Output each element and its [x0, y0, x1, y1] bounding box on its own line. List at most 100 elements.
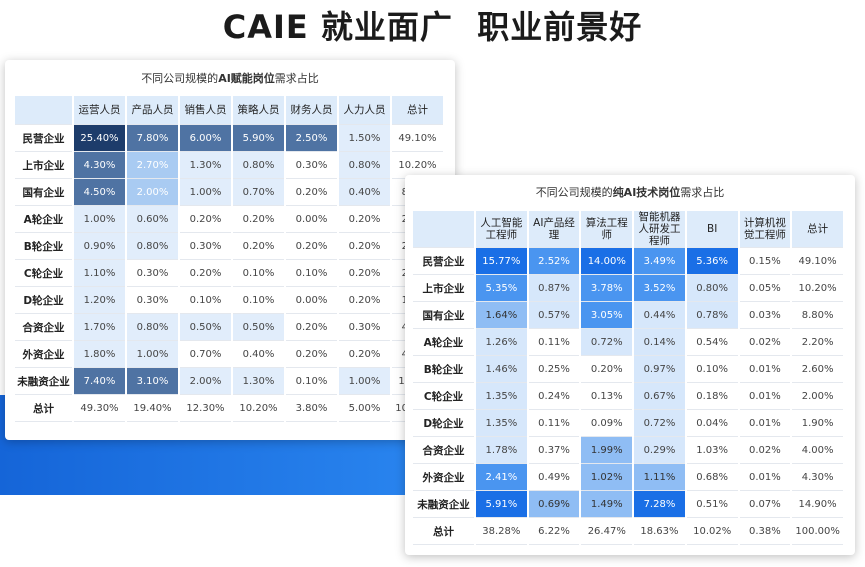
table-row: A轮企业 1.26% 0.11% 0.72% 0.14% 0.54% 0.02% 2.20%: [413, 328, 845, 356]
cell: 0.20%: [285, 178, 339, 206]
cell: 0.37%: [527, 436, 582, 464]
cell: 0.51%: [685, 490, 740, 518]
column-header: BI: [685, 211, 740, 248]
cell: 0.90%: [73, 232, 127, 260]
cell: 2.00%: [126, 178, 180, 206]
row-label: 总计: [15, 394, 74, 422]
cell: 1.20%: [73, 286, 127, 314]
cell: 0.29%: [633, 436, 687, 464]
table-row: 国有企业 1.64% 0.57% 3.05% 0.44% 0.78% 0.03% 8.80%: [413, 301, 845, 329]
table-row: 总计49.30%19.40%12.30%10.20%3.80%5.00%100.…: [15, 394, 445, 422]
heatmap-table: 人工智能工程师 AI产品经理 算法工程师 智能机器人研发工程师 BI 计算机视觉工程师 总计…: [413, 211, 845, 545]
cell: 0.10%: [232, 259, 286, 287]
column-header: 销售人员: [179, 96, 233, 125]
cell: 1.99%: [580, 436, 635, 464]
cell: 3.49%: [633, 247, 687, 275]
row-label: D轮企业: [413, 409, 476, 437]
cell: 0.03%: [738, 301, 793, 329]
title-text: 不同公司规模的: [535, 186, 613, 199]
row-label: 上市企业: [15, 151, 74, 179]
cell: 0.20%: [285, 232, 339, 260]
column-header: 策略人员: [232, 96, 286, 125]
row-label: 合资企业: [15, 313, 74, 341]
row-label: A轮企业: [413, 328, 476, 356]
cell: 2.20%: [791, 328, 845, 356]
cell: 0.01%: [738, 409, 793, 437]
cell: 2.52%: [527, 247, 582, 275]
cell: 0.02%: [738, 328, 793, 356]
cell: 0.80%: [126, 313, 180, 341]
table-row: 民营企业 25.40% 7.80% 6.00% 5.90% 2.50% 1.50% 49.10…: [15, 124, 445, 152]
column-header: 产品人员: [126, 96, 180, 125]
cell: 4.50%: [73, 178, 127, 206]
table-card: 不同公司规模的纯AI技术岗位需求占比 人工智能工程师 AI产品经理 算法工程师 智能机器…: [405, 175, 855, 555]
cell: 2.70%: [126, 151, 180, 179]
corner-cell: [413, 211, 476, 248]
cell: 1.50%: [338, 124, 392, 152]
cell: 1.00%: [73, 205, 127, 233]
cell: 0.40%: [338, 178, 392, 206]
cell: 0.30%: [338, 313, 392, 341]
cell: 0.20%: [580, 355, 635, 383]
cell: 1.90%: [791, 409, 845, 437]
table-row: 民营企业 15.77% 2.52% 14.00% 3.49% 5.36% 0.15% 49.1…: [413, 247, 845, 275]
cell: 18.63%: [633, 517, 687, 545]
column-header: 人工智能工程师: [475, 211, 529, 248]
cell: 1.10%: [73, 259, 127, 287]
row-label: 民营企业: [15, 124, 74, 152]
cell: 1.78%: [475, 436, 529, 464]
cell: 1.11%: [633, 463, 687, 491]
cell: 1.35%: [475, 409, 529, 437]
cell: 0.11%: [527, 409, 582, 437]
cell: 0.20%: [179, 259, 233, 287]
cell: 3.78%: [580, 274, 635, 302]
row-label: 上市企业: [413, 274, 476, 302]
cell: 7.28%: [633, 490, 687, 518]
column-header: 算法工程师: [580, 211, 635, 248]
cell: 1.35%: [475, 382, 529, 410]
heatmap-table: 运营人员 产品人员 销售人员 策略人员 财务人员 人力人员 总计 民营企业 25.40% 7.80…: [15, 96, 445, 422]
cell: 5.90%: [232, 124, 286, 152]
table-card: 不同公司规模的AI赋能岗位需求占比 运营人员 产品人员 销售人员 策略人员 财务人员 人力人…: [5, 60, 455, 440]
table-row: B轮企业 1.46% 0.25% 0.20% 0.97% 0.10% 0.01% 2.60%: [413, 355, 845, 383]
cell: 0.49%: [527, 463, 582, 491]
cell: 25.40%: [73, 124, 127, 152]
cell: 15.77%: [475, 247, 529, 275]
cell: 0.20%: [232, 232, 286, 260]
cell: 0.97%: [633, 355, 687, 383]
cell: 0.70%: [179, 340, 233, 368]
cell: 0.70%: [232, 178, 286, 206]
cell: 0.50%: [232, 313, 286, 341]
title-highlight: 纯AI技术岗位: [612, 186, 681, 199]
cell: 0.38%: [738, 517, 793, 545]
cell: 0.67%: [633, 382, 687, 410]
cell: 0.14%: [633, 328, 687, 356]
cell: 7.80%: [126, 124, 180, 152]
cell: 0.01%: [738, 355, 793, 383]
table-row: 外资企业 2.41% 0.49% 1.02% 1.11% 0.68% 0.01% 4.30%: [413, 463, 845, 491]
cell: 1.00%: [179, 178, 233, 206]
table-row: D轮企业 1.35% 0.11% 0.09% 0.72% 0.04% 0.01% 1.90%: [413, 409, 845, 437]
cell: 10.02%: [685, 517, 740, 545]
cell: 0.80%: [126, 232, 180, 260]
row-label: C轮企业: [15, 259, 74, 287]
cell: 0.30%: [126, 259, 180, 287]
cell: 0.10%: [685, 355, 740, 383]
row-label: B轮企业: [413, 355, 476, 383]
column-header: 智能机器人研发工程师: [633, 211, 687, 248]
cell: 49.30%: [73, 394, 127, 422]
cell: 3.05%: [580, 301, 635, 329]
cell: 0.69%: [527, 490, 582, 518]
cell: 2.50%: [285, 124, 339, 152]
cell: 7.40%: [73, 367, 127, 395]
cell: 0.04%: [685, 409, 740, 437]
title-text: 不同公司规模的: [141, 72, 219, 85]
header-row: 运营人员 产品人员 销售人员 策略人员 财务人员 人力人员 总计: [15, 96, 445, 125]
cell: 0.20%: [232, 205, 286, 233]
row-label: 国有企业: [413, 301, 476, 329]
cell: 0.72%: [633, 409, 687, 437]
title-highlight: AI赋能岗位: [218, 72, 275, 85]
cell: 2.00%: [179, 367, 233, 395]
cell: 2.41%: [475, 463, 529, 491]
